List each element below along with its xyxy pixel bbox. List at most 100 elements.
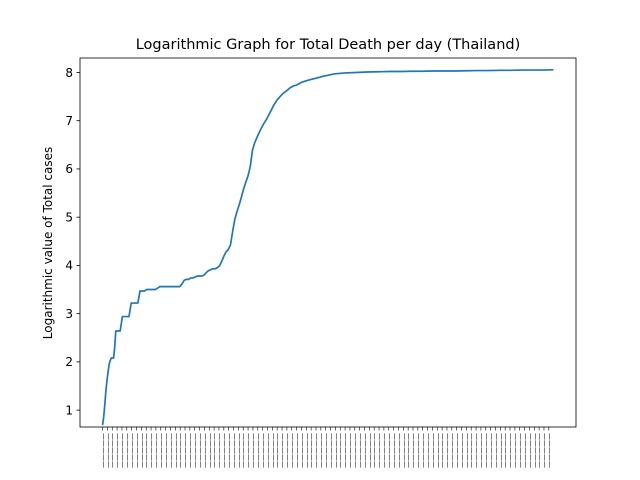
x-tick-label: ————— [157, 433, 165, 468]
x-tick-label: ————— [516, 433, 524, 468]
x-tick-label: ————— [293, 433, 301, 468]
x-tick-label: ————— [317, 433, 325, 468]
x-tick-label: ————— [104, 433, 112, 468]
y-tick-label: 7 [65, 114, 73, 128]
x-tick-label: ————— [332, 433, 340, 468]
x-tick-label: ————— [448, 433, 456, 468]
x-tick-label: ————— [434, 433, 442, 468]
x-tick-label: ————— [366, 433, 374, 468]
x-tick-label: ————— [487, 433, 495, 468]
x-tick-label: ————— [186, 433, 194, 468]
x-tick-label: ————— [211, 433, 219, 468]
x-tick-label: ————— [507, 433, 515, 468]
x-tick-label: ————— [536, 433, 544, 468]
x-tick-label: ————— [443, 433, 451, 468]
x-tick-label: ————— [531, 433, 539, 468]
x-tick-label: ————— [545, 433, 553, 468]
x-tick-label: ————— [453, 433, 461, 468]
x-tick-label: ————— [123, 433, 131, 468]
x-tick-label: ————— [162, 433, 170, 468]
x-tick-label: ————— [245, 433, 253, 468]
x-tick-label: ————— [405, 433, 413, 468]
x-tick-label: ————— [99, 433, 107, 468]
x-tick-label: ————— [201, 433, 209, 468]
x-tick-label: ————— [191, 433, 199, 468]
x-tick-label: ————— [264, 433, 272, 468]
x-tick-label: ————— [133, 433, 141, 468]
x-tick-label: ————— [109, 433, 117, 468]
x-tick-label: ————— [410, 433, 418, 468]
x-tick-label: ————— [249, 433, 257, 468]
x-tick-label: ————— [303, 433, 311, 468]
x-tick-label: ————— [327, 433, 335, 468]
x-tick-label: ————— [395, 433, 403, 468]
x-tick-label: ————— [215, 433, 223, 468]
x-tick-label: ————— [114, 433, 122, 468]
plot-area: 12345678————————————————————————————————… [65, 57, 577, 468]
x-tick-label: ————— [346, 433, 354, 468]
x-tick-label: ————— [269, 433, 277, 468]
x-tick-label: ————— [497, 433, 505, 468]
x-tick-label: ————— [429, 433, 437, 468]
y-tick-label: 3 [65, 307, 73, 321]
x-tick-label: ————— [511, 433, 519, 468]
axes-frame [79, 57, 577, 428]
x-tick-label: ————— [502, 433, 510, 468]
x-tick-label: ————— [458, 433, 466, 468]
x-tick-label: ————— [482, 433, 490, 468]
x-tick-label: ————— [288, 433, 296, 468]
x-tick-label: ————— [148, 433, 156, 468]
x-tick-label: ————— [298, 433, 306, 468]
y-tick-label: 1 [65, 403, 73, 417]
x-tick-label: ————— [177, 433, 185, 468]
x-tick-label: ————— [492, 433, 500, 468]
x-tick-label: ————— [439, 433, 447, 468]
x-tick-label: ————— [152, 433, 160, 468]
x-tick-label: ————— [477, 433, 485, 468]
x-tick-label: ————— [463, 433, 471, 468]
x-tick-label: ————— [240, 433, 248, 468]
x-tick-label: ————— [128, 433, 136, 468]
series-line [101, 68, 554, 426]
x-tick-label: ————— [274, 433, 282, 468]
x-tick-label: ————— [172, 433, 180, 468]
x-tick-label: ————— [424, 433, 432, 468]
y-tick-label: 5 [65, 210, 73, 224]
x-tick-label: ————— [380, 433, 388, 468]
chart-title: Logarithmic Graph for Total Death per da… [136, 37, 521, 53]
y-axis-label: Logarithmic value of Total cases [41, 147, 55, 339]
x-tick-label: ————— [371, 433, 379, 468]
x-tick-label: ————— [540, 433, 548, 468]
x-tick-label: ————— [526, 433, 534, 468]
x-tick-label: ————— [220, 433, 228, 468]
x-tick-label: ————— [254, 433, 262, 468]
x-tick-label: ————— [473, 433, 481, 468]
x-tick-label: ————— [230, 433, 238, 468]
y-tick-label: 6 [65, 162, 73, 176]
x-tick-label: ————— [468, 433, 476, 468]
x-tick-label: ————— [308, 433, 316, 468]
x-tick-label: ————— [138, 433, 146, 468]
x-tick-label: ————— [356, 433, 364, 468]
y-tick-label: 2 [65, 355, 73, 369]
y-tick-label: 4 [65, 259, 73, 273]
x-tick-label: ————— [235, 433, 243, 468]
x-tick-label: ————— [376, 433, 384, 468]
x-tick-label: ————— [351, 433, 359, 468]
x-tick-label: ————— [361, 433, 369, 468]
x-tick-label: ————— [143, 433, 151, 468]
x-tick-label: ————— [400, 433, 408, 468]
x-tick-label: ————— [182, 433, 190, 468]
x-tick-label: ————— [521, 433, 529, 468]
x-tick-label: ————— [118, 433, 126, 468]
x-tick-label: ————— [337, 433, 345, 468]
x-tick-label: ————— [283, 433, 291, 468]
x-tick-label: ————— [312, 433, 320, 468]
y-tick-label: 8 [65, 66, 73, 80]
x-tick-label: ————— [196, 433, 204, 468]
x-tick-label: ————— [225, 433, 233, 468]
x-tick-label: ————— [279, 433, 287, 468]
x-tick-label: ————— [322, 433, 330, 468]
x-tick-label: ————— [259, 433, 267, 468]
